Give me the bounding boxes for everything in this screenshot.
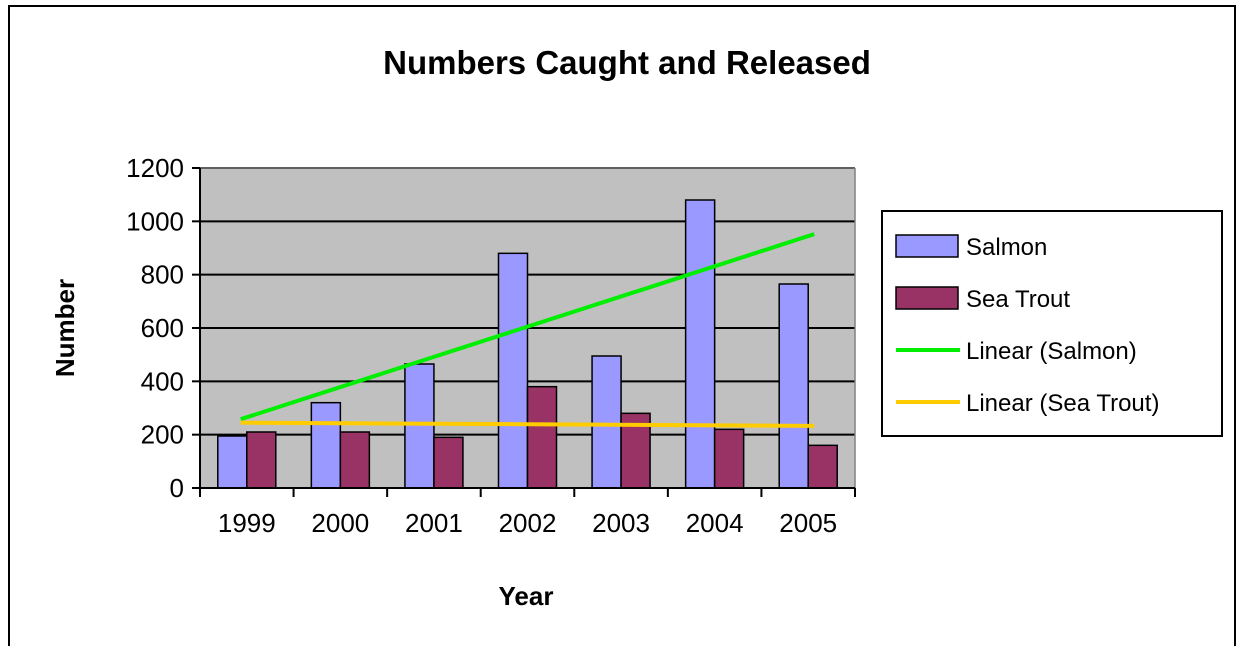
bar-salmon: [684, 199, 716, 489]
x-tick-label: 2002: [499, 508, 557, 538]
y-tick-label: 600: [141, 313, 184, 343]
legend-swatch-salmon: [895, 234, 959, 258]
legend-label-salmon: Salmon: [966, 234, 1047, 261]
legend-label-sea-trout: Sea Trout: [966, 286, 1070, 313]
bar-sea-trout: [433, 436, 464, 489]
x-tick-label: 2004: [686, 508, 744, 538]
bar-salmon: [497, 252, 529, 489]
x-tick-label: 2001: [405, 508, 463, 538]
bar-salmon: [591, 355, 622, 489]
bar-sea-trout: [713, 428, 745, 489]
x-tick-label: 2003: [592, 508, 650, 538]
legend: Salmon Sea Trout Linear (Salmon) Linear (Se…: [881, 210, 1223, 437]
legend-swatch-sea-trout: [895, 286, 959, 310]
bar-salmon: [310, 401, 342, 489]
bar-sea-trout: [526, 385, 558, 489]
y-tick-label: 0: [170, 473, 184, 503]
y-tick-label: 1200: [126, 153, 184, 183]
trendline-linear-salmon: [240, 232, 815, 422]
y-axis-title: Number: [50, 279, 80, 377]
y-tick-label: 800: [141, 260, 184, 290]
y-tick-label: 400: [141, 366, 184, 396]
chart-title: Numbers Caught and Released: [383, 44, 871, 81]
x-tick-label: 2000: [311, 508, 369, 538]
y-tick-label: 200: [141, 420, 184, 450]
bar-salmon: [404, 363, 435, 489]
bar-sea-trout: [246, 431, 277, 489]
y-tick-label: 1000: [126, 206, 184, 236]
bar-salmon: [217, 435, 248, 489]
legend-label-linear-sea-trout: Linear (Sea Trout): [966, 390, 1159, 417]
legend-label-linear-salmon: Linear (Salmon): [966, 338, 1137, 365]
plot-area: 0 200 400 600 800 1000 1200 1999 2000 2001 2002 200…: [126, 153, 856, 538]
trendline-linear-sea-trout: [240, 420, 815, 428]
x-tick-label: 1999: [218, 508, 276, 538]
x-axis-title: Year: [499, 581, 554, 611]
bar-sea-trout: [807, 444, 838, 489]
bar-salmon: [778, 283, 809, 489]
x-tick-label: 2005: [779, 508, 837, 538]
bar-sea-trout: [339, 431, 371, 489]
